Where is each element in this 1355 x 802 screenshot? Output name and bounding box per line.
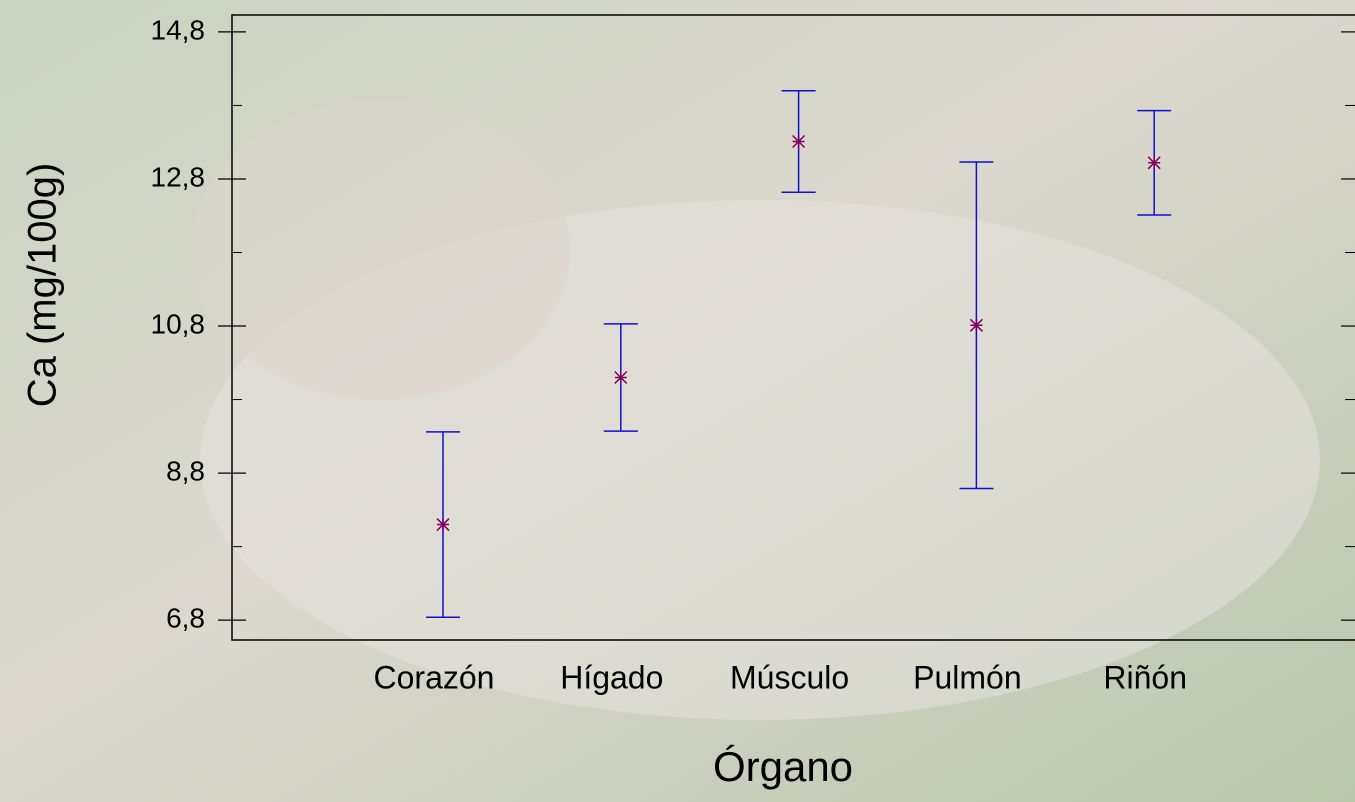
x-tick-label: Corazón xyxy=(374,659,495,695)
x-tick-label: Pulmón xyxy=(913,659,1022,695)
y-axis-label: Ca (mg/100g) xyxy=(21,163,65,408)
y-tick-label: 8,8 xyxy=(166,455,205,486)
mean-marker xyxy=(1147,156,1161,170)
axis-frame xyxy=(231,14,1355,641)
y-tick-label: 14,8 xyxy=(151,14,206,45)
x-tick-label: Hígado xyxy=(560,659,663,695)
mean-marker xyxy=(792,134,806,149)
background-shape xyxy=(190,100,570,400)
mean-marker xyxy=(436,518,450,532)
y-tick-label: 6,8 xyxy=(166,603,205,634)
x-tick-label: Riñón xyxy=(1103,659,1187,695)
y-tick-label: 10,8 xyxy=(151,308,206,339)
mean-marker xyxy=(614,370,628,385)
x-tick-label: Músculo xyxy=(730,659,849,695)
mean-marker xyxy=(969,318,983,332)
x-axis-label: Órgano xyxy=(713,743,853,790)
y-tick-label: 12,8 xyxy=(151,161,206,192)
